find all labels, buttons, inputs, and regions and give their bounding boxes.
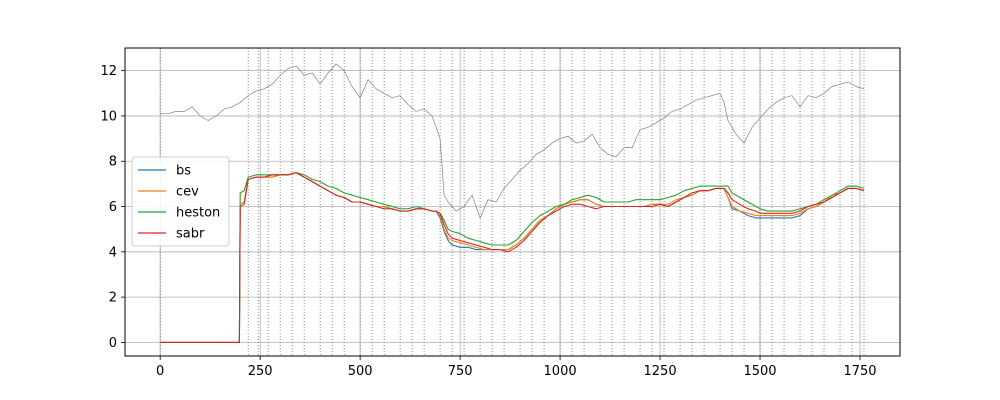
y-tick-label: 12 bbox=[100, 64, 117, 79]
legend-label-sabr: sabr bbox=[176, 227, 205, 242]
legend-label-heston: heston bbox=[176, 206, 220, 221]
y-tick-label: 6 bbox=[109, 200, 117, 215]
underlying-line bbox=[160, 63, 865, 219]
x-tick-label: 250 bbox=[248, 364, 273, 379]
series-line-heston bbox=[160, 172, 865, 343]
series-lines bbox=[160, 63, 865, 343]
y-tick-label: 10 bbox=[100, 109, 117, 124]
axis-ticks: 0 250 500 750 1000 1250 1500 1750 0 2 4 6 8 10 12 bbox=[100, 64, 876, 379]
y-tick-label: 0 bbox=[109, 336, 117, 351]
x-tick-label: 1000 bbox=[544, 364, 577, 379]
legend-label-bs: bs bbox=[176, 164, 191, 179]
y-tick-label: 2 bbox=[109, 291, 117, 306]
y-tick-label: 4 bbox=[109, 245, 117, 260]
x-tick-label: 1500 bbox=[743, 364, 776, 379]
x-tick-label: 1250 bbox=[644, 364, 677, 379]
y-tick-label: 8 bbox=[109, 155, 117, 170]
series-line-sabr bbox=[160, 172, 865, 343]
plot-frame bbox=[124, 47, 901, 357]
x-tick-label: 750 bbox=[448, 364, 473, 379]
x-tick-label: 1750 bbox=[843, 364, 876, 379]
legend: bs cev heston sabr bbox=[131, 156, 230, 247]
plot-area bbox=[125, 48, 900, 356]
legend-label-cev: cev bbox=[176, 185, 199, 200]
x-tick-label: 0 bbox=[156, 364, 164, 379]
x-tick-label: 500 bbox=[348, 364, 373, 379]
legend-box bbox=[131, 156, 230, 247]
